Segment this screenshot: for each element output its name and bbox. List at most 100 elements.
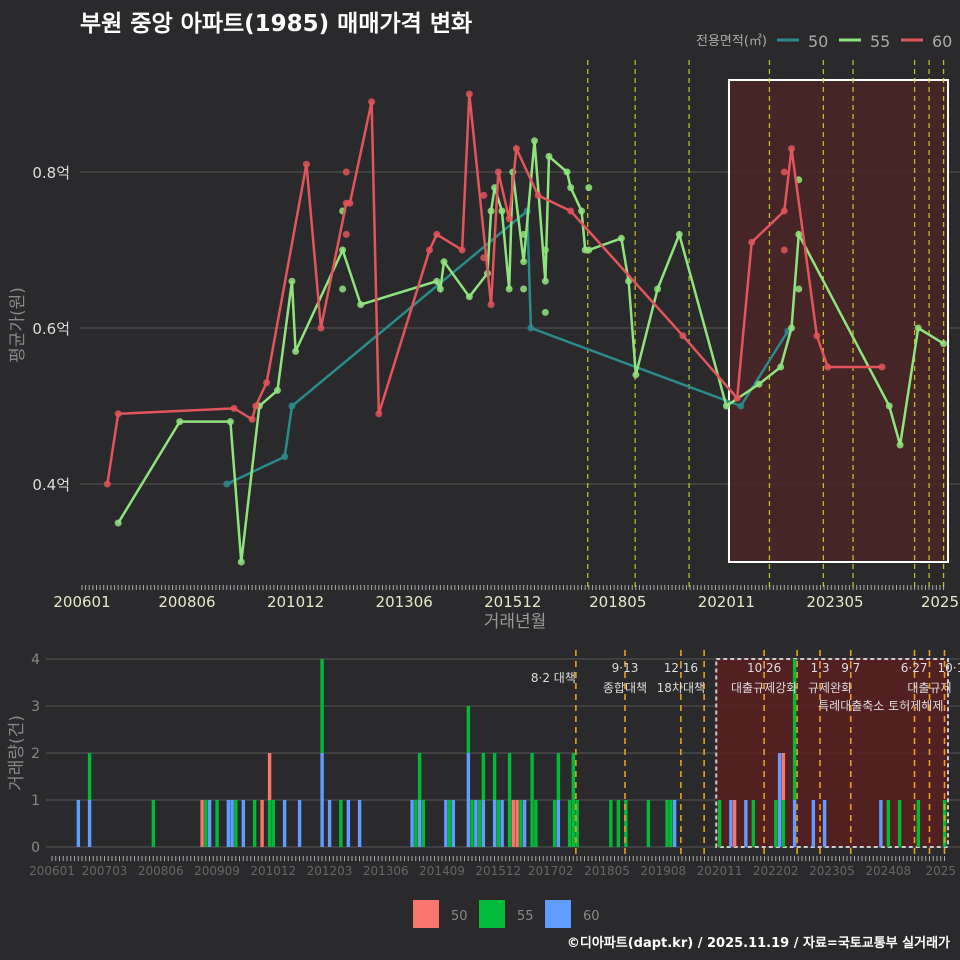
bar-segment-50: [732, 800, 737, 847]
bar-segment-60: [777, 753, 782, 847]
bar-segment-55: [470, 800, 474, 847]
bar-segment-55: [556, 753, 561, 800]
bar-segment-60: [241, 800, 246, 847]
data-point-55: [755, 380, 763, 388]
bar-segment-55: [339, 800, 343, 847]
bar-segment-55: [897, 800, 902, 847]
bar-segment-55: [534, 800, 538, 847]
bar-segment-55: [320, 659, 324, 753]
data-point-50: [281, 453, 289, 461]
data-point-55: [531, 137, 538, 145]
bar-segment-55: [267, 800, 272, 847]
y-tick-label: 0.4억: [32, 476, 70, 494]
x-tick-label: 200703: [82, 864, 128, 878]
data-point-55: [585, 246, 593, 254]
bar-segment-55: [575, 800, 579, 847]
data-point-55: [788, 324, 796, 332]
bar-segment-60: [492, 800, 497, 847]
legend-label-50: 50: [451, 909, 468, 924]
bar-segment-55: [507, 753, 512, 847]
data-point-60: [748, 238, 756, 246]
bar-segment-60: [879, 800, 883, 847]
legend-label-60: 60: [583, 909, 600, 924]
bar-segment-55: [271, 800, 276, 847]
data-point-55: [237, 558, 245, 566]
data-point-55: [541, 277, 549, 285]
data-point-55: [498, 207, 506, 215]
bar-segment-55: [609, 800, 613, 847]
x-tick-label: 200601: [29, 864, 75, 878]
x-tick-label: 202011: [697, 864, 743, 878]
data-point-55: [578, 207, 586, 215]
event-date-label: 8·2 대책: [531, 670, 576, 685]
x-axis-title: 거래년월: [484, 612, 547, 632]
bar-segment-60: [500, 800, 504, 847]
bar-segment-55: [477, 800, 482, 847]
data-point-60: [263, 379, 271, 387]
data-point-60: [824, 363, 832, 371]
data-point-60: [487, 301, 495, 309]
data-point-60: [788, 145, 796, 153]
data-point-60: [780, 207, 788, 215]
x-tick-label: 200806: [138, 864, 184, 878]
data-point-55: [545, 152, 553, 160]
bar-segment-60: [297, 800, 302, 847]
y-tick-label: 4: [31, 652, 40, 668]
x-tick-label: 201012: [250, 864, 296, 878]
bar-segment-60: [226, 800, 231, 847]
data-point-60: [733, 394, 741, 402]
data-point-60: [252, 402, 260, 410]
legend-label-55: 55: [517, 909, 534, 924]
x-tick-label: 201306: [363, 864, 409, 878]
bar-segment-60: [451, 800, 456, 847]
data-point-55: [625, 277, 633, 285]
data-point-55: [795, 285, 803, 293]
bar-segment-60: [207, 800, 212, 847]
bar-segment-55: [481, 753, 486, 800]
bar-segment-55: [717, 800, 722, 847]
bar-segment-60: [522, 800, 527, 847]
data-point-55: [563, 168, 571, 176]
bar-segment-60: [444, 800, 448, 847]
bar-segment-55: [252, 800, 257, 847]
bar-segment-60: [87, 800, 92, 847]
data-point-60: [480, 254, 488, 262]
data-point-50: [737, 402, 745, 410]
data-point-55: [273, 386, 281, 394]
bar-segment-60: [320, 753, 324, 847]
data-point-60: [342, 230, 350, 238]
data-point-55: [541, 246, 549, 254]
data-point-55: [520, 285, 528, 293]
event-desc-label: 규제완화: [808, 681, 852, 695]
data-point-60: [505, 215, 513, 223]
data-point-55: [487, 207, 495, 215]
x-tick-label: 2025: [925, 864, 956, 878]
data-point-60: [480, 191, 488, 199]
data-point-60: [458, 246, 466, 254]
x-tick-label: 202305: [809, 864, 855, 878]
legend-title: 전용면적(㎡): [696, 34, 767, 49]
data-point-55: [176, 418, 184, 426]
bar-segment-55: [215, 800, 219, 847]
bar-segment-55: [571, 753, 576, 847]
bar-segment-55: [447, 800, 452, 847]
data-point-50: [527, 324, 535, 332]
x-tick-label: 201512: [475, 864, 521, 878]
x-tick-label: 200909: [194, 864, 240, 878]
y-tick-label: 0.6억: [32, 320, 70, 338]
data-point-55: [440, 258, 448, 266]
data-point-50: [288, 402, 296, 410]
data-point-60: [248, 415, 256, 423]
bar-segment-50: [515, 800, 519, 847]
bar-segment-60: [556, 800, 561, 847]
bar-segment-55: [916, 800, 921, 847]
series-line-50: [226, 208, 789, 486]
data-point-55: [914, 324, 922, 332]
legend-swatch-50: [413, 900, 439, 928]
data-point-60: [534, 191, 542, 199]
legend-label-50: 50: [808, 32, 828, 51]
event-desc-label: 대출규제강화: [731, 681, 797, 695]
x-tick-label: 202202: [753, 864, 799, 878]
data-point-60: [230, 404, 238, 412]
data-point-60: [375, 410, 383, 418]
